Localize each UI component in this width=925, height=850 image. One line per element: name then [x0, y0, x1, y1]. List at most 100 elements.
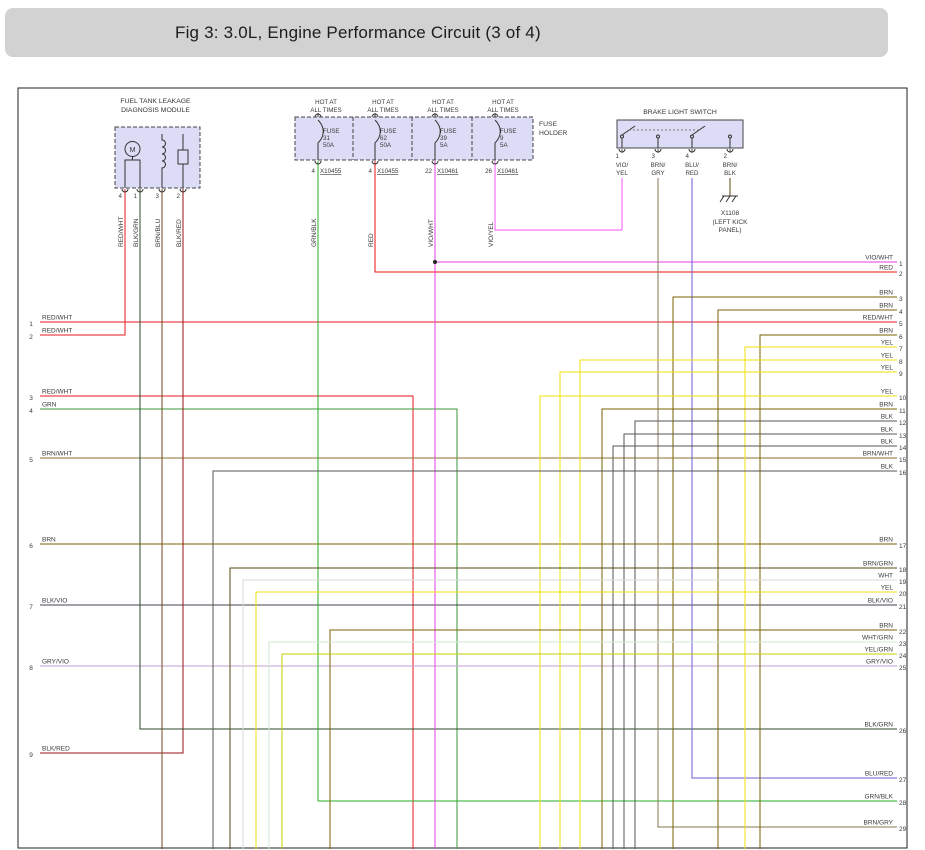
- ground-icon: [719, 195, 738, 203]
- wire-yel: [579, 359, 897, 849]
- wire-brn_grn: [229, 567, 897, 849]
- switch-arm: [621, 125, 636, 136]
- right-terminal-label: WHT: [878, 573, 893, 580]
- fuse-wire-label: RED: [368, 233, 375, 247]
- brake-switch-box: [616, 119, 744, 149]
- junction-dot: [433, 260, 437, 264]
- wire-blk_red: [40, 189, 184, 754]
- connector-arc: [136, 188, 144, 193]
- right-terminal-label: BRN/GRY: [864, 820, 894, 827]
- right-terminal-number: 7: [899, 346, 903, 353]
- brake-wire-label: GRY: [651, 170, 664, 177]
- diagram-border: [17, 87, 908, 849]
- right-terminal-number: 15: [899, 457, 907, 464]
- fuse-holder-label: FUSE: [539, 121, 558, 128]
- left-terminal-number: 3: [29, 395, 33, 402]
- left-terminal-label: GRN: [42, 402, 57, 409]
- right-terminal-number: 10: [899, 395, 907, 402]
- right-terminal-label: BRN: [879, 623, 893, 630]
- wire-grn: [40, 408, 458, 849]
- connector-label: X10455: [377, 168, 399, 175]
- right-terminal-label: BLU/RED: [865, 771, 893, 778]
- wire-blk: [612, 445, 897, 849]
- right-terminal-label: BRN: [879, 303, 893, 310]
- right-terminal-number: 19: [899, 579, 907, 586]
- fuse-icon: [317, 119, 324, 160]
- right-terminal-number: 24: [899, 653, 907, 660]
- left-terminal-label: BRN: [42, 537, 56, 544]
- wire-yel_grn: [281, 653, 897, 849]
- wire-brn: [329, 629, 897, 849]
- left-terminal-label: RED/WHT: [42, 315, 72, 322]
- right-terminal-label: BRN: [879, 328, 893, 335]
- fuse-pin-number: 22: [425, 168, 432, 175]
- fuse-label: 50A: [323, 142, 335, 149]
- left-terminal-number: 2: [29, 334, 33, 341]
- left-terminal-number: 4: [29, 408, 33, 415]
- connector-arc: [121, 188, 129, 193]
- valve-icon: [177, 149, 189, 165]
- fuse-pin-number: 26: [485, 168, 492, 175]
- left-terminal-number: 9: [29, 752, 33, 759]
- hot-at-label: HOT AT: [492, 99, 514, 106]
- right-terminal-number: 17: [899, 543, 907, 550]
- brake-pin-number: 3: [652, 153, 656, 160]
- connector-label: X10455: [320, 168, 342, 175]
- left-terminal-number: 1: [29, 321, 33, 328]
- fuse-label: FUSE: [440, 128, 457, 135]
- right-terminal-label: BLK: [881, 464, 894, 471]
- left-terminal-number: 8: [29, 665, 33, 672]
- left-terminal-number: 7: [29, 604, 33, 611]
- ground-label: X1108: [721, 210, 740, 217]
- brake-wire-label: BLU/: [685, 162, 699, 169]
- right-terminal-number: 16: [899, 470, 907, 477]
- fuse-wire-label: VIO/YEL: [488, 221, 495, 247]
- right-terminal-label: BLK/VIO: [868, 598, 893, 605]
- fuse-panel-box: [294, 116, 534, 161]
- connector-arc: [371, 160, 379, 165]
- connector-arc: [431, 113, 439, 118]
- right-terminal-number: 21: [899, 604, 907, 611]
- connector-arc: [491, 160, 499, 165]
- brake-wire-label: BLK: [724, 170, 737, 177]
- right-terminal-label: WHT/GRN: [862, 635, 893, 642]
- left-terminal-label: RED/WHT: [42, 328, 72, 335]
- right-terminal-number: 12: [899, 420, 907, 427]
- connector-label: X10461: [437, 168, 459, 175]
- right-terminal-number: 28: [899, 800, 907, 807]
- hot-at-label: HOT AT: [315, 99, 337, 106]
- wire-brn_gry: [657, 178, 897, 828]
- wire-blk: [623, 433, 897, 849]
- left-terminal-label: BLK/VIO: [42, 598, 67, 605]
- right-terminal-label: RED/WHT: [863, 315, 893, 322]
- left-terminal-label: RED/WHT: [42, 389, 72, 396]
- right-terminal-label: RED: [879, 265, 893, 272]
- right-terminal-label: BLK: [881, 427, 894, 434]
- right-terminal-number: 8: [899, 359, 903, 366]
- right-terminal-label: BLK: [881, 414, 894, 421]
- connector-arc: [158, 188, 166, 193]
- connector-arc: [179, 188, 187, 193]
- motor-leads: [124, 156, 141, 188]
- right-terminal-label: GRY/VIO: [866, 659, 893, 666]
- right-terminal-number: 22: [899, 629, 907, 636]
- wire-red_wht: [40, 395, 414, 849]
- connector-arc: [314, 160, 322, 165]
- right-terminal-number: 13: [899, 433, 907, 440]
- right-terminal-label: BRN/GRN: [863, 561, 893, 568]
- right-terminal-number: 27: [899, 777, 907, 784]
- wire-brn: [759, 334, 897, 849]
- right-terminal-number: 26: [899, 728, 907, 735]
- right-terminal-label: BRN: [879, 290, 893, 297]
- wire-wht_grn: [268, 641, 897, 849]
- right-terminal-number: 11: [899, 408, 906, 415]
- wire-blk: [634, 420, 897, 849]
- wire-grn_blk: [317, 161, 897, 802]
- right-terminal-label: BRN: [879, 402, 893, 409]
- right-terminal-number: 5: [899, 321, 903, 328]
- wire-blk: [212, 470, 897, 849]
- connector-label: X10461: [497, 168, 519, 175]
- module-wire-label: BRN/BLU: [155, 219, 162, 247]
- fuse-pin-number: 4: [312, 168, 316, 175]
- motor-icon: [124, 141, 141, 157]
